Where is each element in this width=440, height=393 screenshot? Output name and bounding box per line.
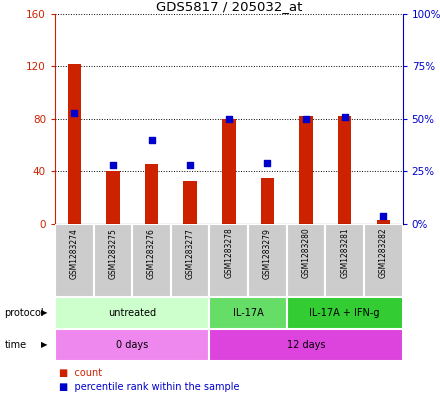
Bar (183, 181, 197, 224)
Bar (209, 224, 248, 297)
Bar (299, 116, 313, 224)
Point (380, 213, 387, 219)
Text: GSM1283276: GSM1283276 (147, 228, 156, 279)
Bar (209, 297, 287, 329)
Title: GDS5817 / 205032_at: GDS5817 / 205032_at (156, 0, 302, 13)
Bar (260, 178, 274, 224)
Bar (222, 119, 235, 224)
Point (225, 116, 232, 122)
Text: IL-17A + IFN-g: IL-17A + IFN-g (309, 308, 380, 318)
Point (264, 160, 271, 166)
Bar (68, 64, 81, 224)
Bar (55, 297, 209, 329)
Bar (377, 220, 390, 224)
Text: GSM1283279: GSM1283279 (263, 228, 272, 279)
Bar (55, 224, 94, 297)
Text: GSM1283280: GSM1283280 (301, 228, 311, 278)
Bar (171, 224, 209, 297)
Text: GSM1283274: GSM1283274 (70, 228, 79, 279)
Bar (94, 224, 132, 297)
Bar (248, 224, 287, 297)
Bar (106, 171, 120, 224)
Bar (364, 224, 403, 297)
Bar (325, 224, 364, 297)
Point (71, 109, 78, 116)
Point (148, 137, 155, 143)
Bar (287, 297, 403, 329)
Text: GSM1283277: GSM1283277 (186, 228, 194, 279)
Bar (209, 329, 403, 361)
Text: 12 days: 12 days (287, 340, 325, 350)
Bar (338, 116, 352, 224)
Text: untreated: untreated (108, 308, 156, 318)
Text: ■  percentile rank within the sample: ■ percentile rank within the sample (59, 382, 240, 392)
Text: ▶: ▶ (41, 340, 47, 349)
Bar (55, 329, 209, 361)
Text: ■  count: ■ count (59, 367, 103, 378)
Bar (287, 224, 325, 297)
Text: 0 days: 0 days (116, 340, 148, 350)
Text: GSM1283281: GSM1283281 (340, 228, 349, 278)
Text: ▶: ▶ (41, 309, 47, 317)
Point (110, 162, 117, 168)
Bar (145, 163, 158, 224)
Point (341, 114, 348, 120)
Text: GSM1283278: GSM1283278 (224, 228, 233, 278)
Text: IL-17A: IL-17A (233, 308, 264, 318)
Point (303, 116, 310, 122)
Bar (132, 224, 171, 297)
Text: GSM1283275: GSM1283275 (108, 228, 117, 279)
Text: protocol: protocol (4, 308, 44, 318)
Text: GSM1283282: GSM1283282 (379, 228, 388, 278)
Point (187, 162, 194, 168)
Text: time: time (4, 340, 26, 350)
